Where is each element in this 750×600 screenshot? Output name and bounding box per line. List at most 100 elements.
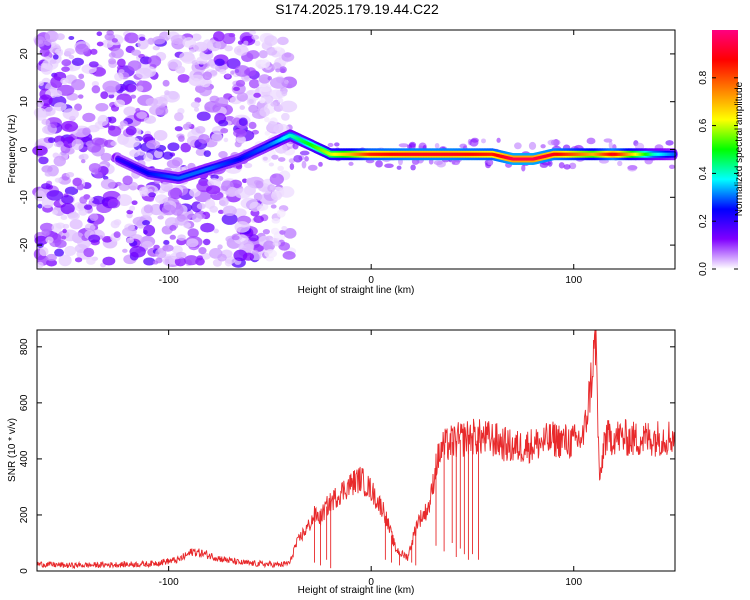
noise-blob [243,40,249,46]
noise-blob [91,85,101,94]
noise-blob [194,97,202,103]
noise-blob [51,223,62,233]
noise-blob [108,58,117,65]
x-tick-label: 0 [368,275,374,286]
colorbar-tick-label: 0.0 [698,262,709,276]
noise-blob [281,112,290,121]
noise-blob [408,141,417,148]
noise-blob [248,234,259,242]
noise-blob [69,219,83,230]
noise-blob [56,141,64,148]
noise-blob [76,183,84,191]
noise-blob [190,101,200,109]
noise-blob [44,30,59,43]
noise-blob [71,79,85,91]
noise-blob [665,140,674,146]
noise-blob [263,240,275,252]
noise-blob [45,236,54,244]
colorbar-tick-label: 0.2 [698,214,709,228]
noise-blob [139,191,148,197]
noise-blob [122,227,137,237]
noise-blob [113,219,122,226]
noise-blob [110,141,117,147]
noise-blob [521,164,526,172]
noise-blob [39,47,50,57]
noise-blob [264,116,270,123]
noise-blob [88,196,94,202]
noise-blob [83,204,93,210]
noise-blob [111,38,118,43]
noise-blob [242,178,248,184]
noise-blob [253,215,264,223]
noise-blob [119,120,128,127]
noise-blob [234,188,252,199]
noise-blob [88,234,101,243]
snr-frame [36,329,676,572]
noise-blob [113,231,121,238]
noise-blob [198,85,212,97]
noise-blob [47,137,56,143]
noise-blob [97,114,109,127]
noise-blob [248,99,254,105]
noise-blob [259,107,270,117]
noise-blob [586,137,596,145]
noise-blob [122,175,133,186]
noise-blob [82,112,96,123]
noise-blob [41,165,53,173]
noise-blob [278,241,291,251]
noise-blob [102,256,116,266]
noise-blob [193,106,200,112]
noise-blob [668,164,676,170]
noise-blob [122,136,140,148]
noise-blob [50,76,63,89]
snr-y-ticks: 0 200 400 600 800 [19,338,675,574]
noise-blob [143,152,154,162]
noise-blob [75,43,89,55]
noise-blob [74,257,83,263]
noise-blob [230,70,235,75]
noise-blob [246,177,254,184]
colorbar-tick-label: 0.4 [698,166,709,180]
noise-blob [60,202,75,215]
noise-blob [162,244,174,252]
y-tick-label: 0 [19,568,30,574]
colorbar-tick-label: 0.6 [698,118,709,132]
noise-blob [96,41,104,47]
noise-blob [200,222,215,233]
noise-blob [100,152,112,162]
noise-blob [410,164,416,171]
noise-blob [163,239,170,245]
noise-blob [137,38,149,50]
noise-blob [514,142,522,150]
noise-blob [327,142,334,147]
noise-blob [348,161,354,166]
noise-blob [469,138,479,147]
x-tick-label: 100 [565,275,582,286]
noise-blob [93,222,99,227]
noise-blob [279,100,298,113]
noise-blob [279,66,287,74]
noise-blob [272,62,282,71]
noise-blob [78,207,88,216]
noise-blob [83,247,95,258]
noise-blob [71,57,84,66]
colorbar-gradient [712,30,738,269]
noise-blob [487,160,493,166]
noise-blob [231,235,240,241]
noise-blob [168,90,179,100]
noise-blob [64,186,79,196]
noise-blob [34,235,49,246]
x-tick-label: -100 [159,577,179,588]
noise-blob [118,183,130,192]
noise-blob [219,196,229,207]
noise-blob [155,248,167,259]
noise-blob [396,165,402,170]
noise-blob [196,203,206,210]
noise-blob [174,112,184,122]
noise-blob [41,183,51,190]
noise-blob [272,240,281,247]
noise-blob [217,244,223,250]
noise-blob [167,142,180,152]
noise-blob [245,67,257,77]
